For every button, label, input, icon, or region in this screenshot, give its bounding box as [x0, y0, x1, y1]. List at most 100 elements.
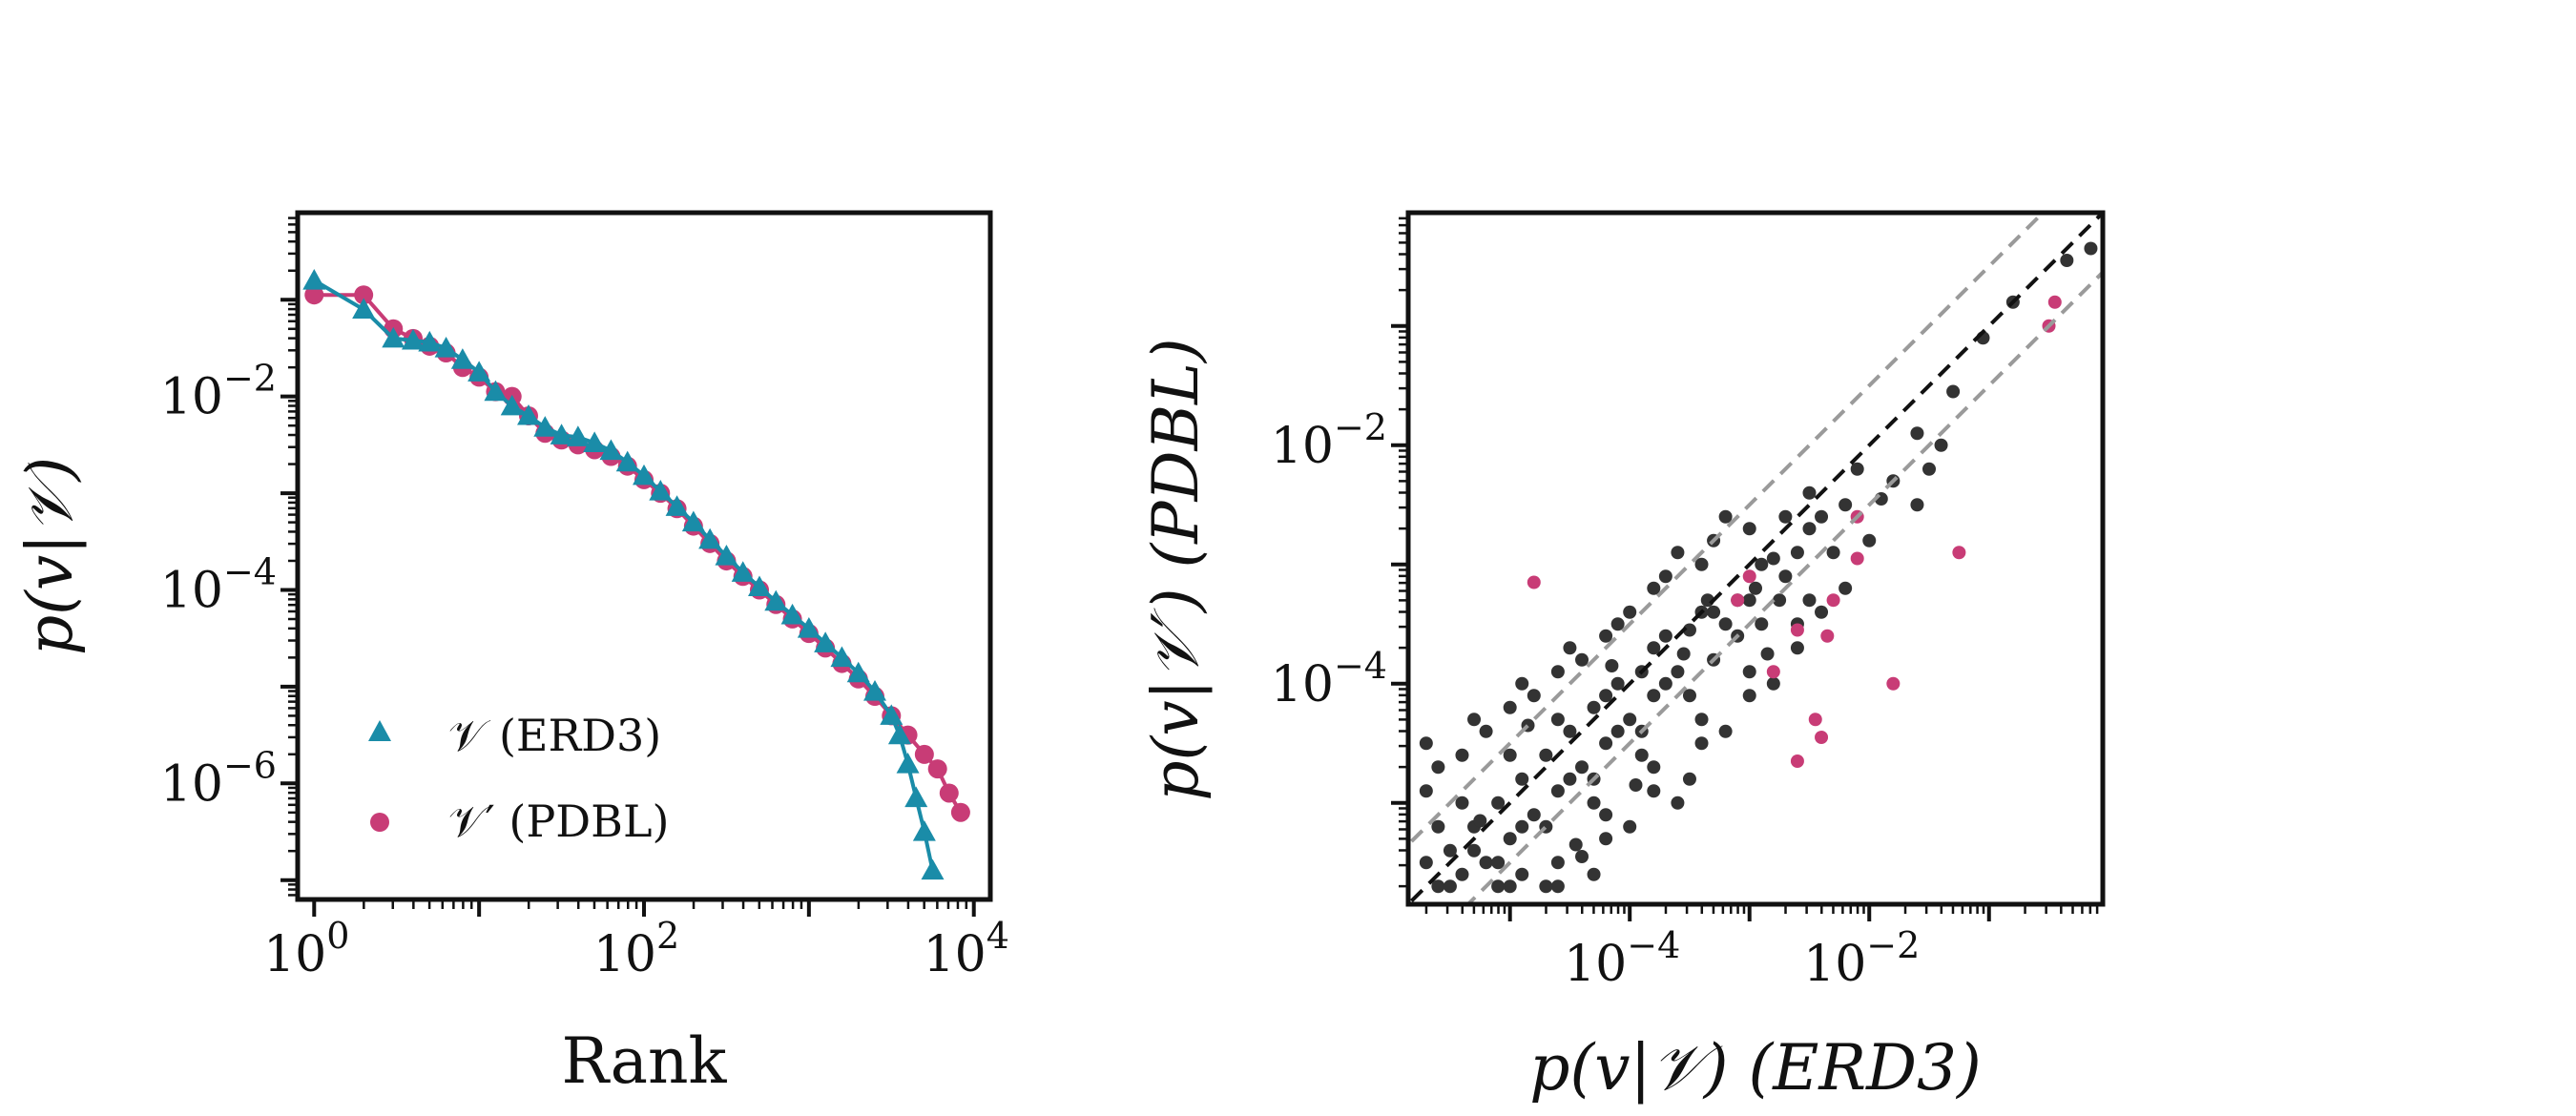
data-point-0-25 — [764, 589, 788, 611]
scatter-chart-frame — [1405, 210, 2106, 907]
scatter-point-0-43 — [1419, 856, 1433, 870]
scatter-chart-axes: 10−4 10−2 10−4 10−2 — [1271, 217, 2099, 993]
scatter-point-0-102 — [1503, 748, 1517, 762]
legend-marker-erd3 — [368, 720, 391, 741]
scatter-point-0-111 — [1610, 617, 1625, 631]
scatter-point-0-86 — [1778, 569, 1793, 584]
scatter-point-0-126 — [1473, 814, 1487, 828]
data-point-0-31 — [863, 679, 886, 701]
scatter-point-0-103 — [1550, 713, 1565, 727]
scatter-point-0-65 — [1431, 760, 1445, 775]
data-point-1-34 — [914, 744, 934, 764]
scatter-point-1-14 — [1766, 665, 1780, 679]
scatter-point-0-37 — [1491, 796, 1506, 810]
scatter-point-0-120 — [1671, 796, 1685, 810]
rank-chart-xlabel: Rank — [561, 1024, 727, 1098]
scatter-point-0-49 — [1503, 700, 1517, 714]
data-point-0-3 — [402, 328, 425, 350]
data-point-1-0 — [304, 285, 324, 305]
scatter-point-0-67 — [1790, 641, 1804, 655]
data-point-0-34 — [896, 753, 920, 774]
scatter-point-0-28 — [1599, 736, 1613, 751]
data-point-0-7 — [467, 361, 491, 382]
data-point-0-28 — [814, 631, 838, 652]
scatter-point-0-57 — [1550, 856, 1565, 870]
series-line-0 — [313, 279, 935, 872]
scatter-point-0-71 — [1599, 832, 1613, 846]
scatter-point-0-55 — [1647, 760, 1661, 775]
data-point-0-32 — [880, 704, 904, 725]
data-point-0-14 — [583, 431, 607, 452]
data-point-0-20 — [681, 510, 705, 532]
legend-label-pdbl: 𝒱′ (PDBL) — [448, 796, 669, 847]
scatter-point-0-95 — [1658, 676, 1672, 691]
scatter-point-0-123 — [1802, 593, 1817, 608]
rank-chart-ylabel: p(v|𝒱) — [13, 457, 87, 655]
scatter-point-0-74 — [1623, 819, 1637, 834]
x-tick-label-2: 104 — [924, 915, 1009, 983]
scatter-point-0-124 — [1629, 778, 1643, 792]
data-point-0-21 — [698, 527, 722, 549]
scatter-point-0-26 — [1623, 713, 1637, 727]
rank-chart-axes: 100 102 104 10−2 10−4 10−6 — [160, 217, 1009, 983]
scatter-point-0-51 — [1419, 784, 1433, 798]
data-point-0-19 — [665, 495, 689, 516]
scatter-point-0-41 — [1443, 843, 1457, 858]
scatter-point-0-12 — [1790, 546, 1804, 560]
scatter-point-0-46 — [1647, 581, 1661, 595]
scatter-point-1-7 — [1731, 593, 1745, 608]
data-point-0-17 — [633, 464, 655, 486]
scatter-point-0-32 — [1550, 784, 1565, 798]
scatter-point-0-85 — [1815, 509, 1829, 524]
data-point-0-11 — [533, 416, 557, 437]
rank-distribution-chart: 100 102 104 10−2 10−4 10−6 Rank p(v|𝒱) 𝒱 (ERD… — [13, 210, 1009, 1098]
legend-label-erd3: 𝒱 (ERD3) — [448, 710, 661, 761]
data-point-1-36 — [939, 783, 959, 803]
data-point-0-24 — [748, 575, 771, 597]
scatter-chart-xlabel: p(v|𝒱) (ERD3) — [1529, 1031, 1982, 1105]
scatter-point-0-40 — [1455, 867, 1469, 881]
scatter-point-0-0 — [2084, 241, 2098, 256]
scatter-point-1-8 — [1742, 569, 1756, 584]
band-line-1 — [1408, 213, 2046, 848]
scatter-point-1-0 — [2047, 295, 2062, 309]
scatter-point-0-101 — [1455, 796, 1469, 810]
scatter-point-1-11 — [1815, 731, 1829, 744]
scatter-point-0-30 — [1575, 760, 1589, 775]
scatter-point-0-76 — [1515, 867, 1529, 881]
scatter-point-0-13 — [1766, 551, 1780, 566]
rank-chart-data-area — [302, 268, 970, 880]
scatter-point-0-35 — [1515, 772, 1529, 786]
scatter-point-0-59 — [1718, 509, 1733, 524]
scatter-point-0-38 — [1479, 856, 1493, 870]
data-point-0-18 — [649, 480, 673, 501]
scatter-point-0-118 — [1539, 879, 1553, 894]
scatter-point-0-121 — [1718, 724, 1733, 738]
data-point-0-4 — [418, 330, 442, 352]
scatter-y-tick-label-0: 10−4 — [1271, 645, 1387, 713]
scatter-point-0-21 — [1682, 623, 1696, 637]
scatter-point-0-72 — [1550, 879, 1565, 894]
scatter-point-0-1 — [2060, 254, 2074, 267]
scatter-point-0-60 — [1671, 546, 1685, 560]
scatter-point-0-33 — [1539, 748, 1553, 762]
scatter-point-0-18 — [1718, 617, 1733, 631]
scatter-point-0-64 — [1479, 724, 1493, 738]
y-tick-label-1: 10−4 — [160, 550, 277, 619]
scatter-point-0-58 — [1503, 879, 1517, 894]
scatter-point-0-14 — [1755, 557, 1769, 571]
scatter-point-0-89 — [1922, 462, 1936, 476]
data-point-0-27 — [797, 617, 821, 638]
scatter-x-tick-label-0: 10−4 — [1564, 924, 1680, 993]
scatter-point-0-10 — [1802, 486, 1817, 500]
scatter-point-0-8 — [1850, 462, 1864, 476]
scatter-point-0-105 — [1647, 641, 1661, 655]
scatter-point-0-129 — [1676, 647, 1691, 661]
scatter-point-0-4 — [1946, 384, 1961, 399]
scatter-point-0-108 — [1778, 509, 1793, 524]
scatter-point-0-44 — [1742, 522, 1756, 536]
data-point-0-16 — [615, 450, 639, 472]
data-point-0-2 — [382, 326, 405, 348]
data-point-0-15 — [599, 439, 623, 461]
